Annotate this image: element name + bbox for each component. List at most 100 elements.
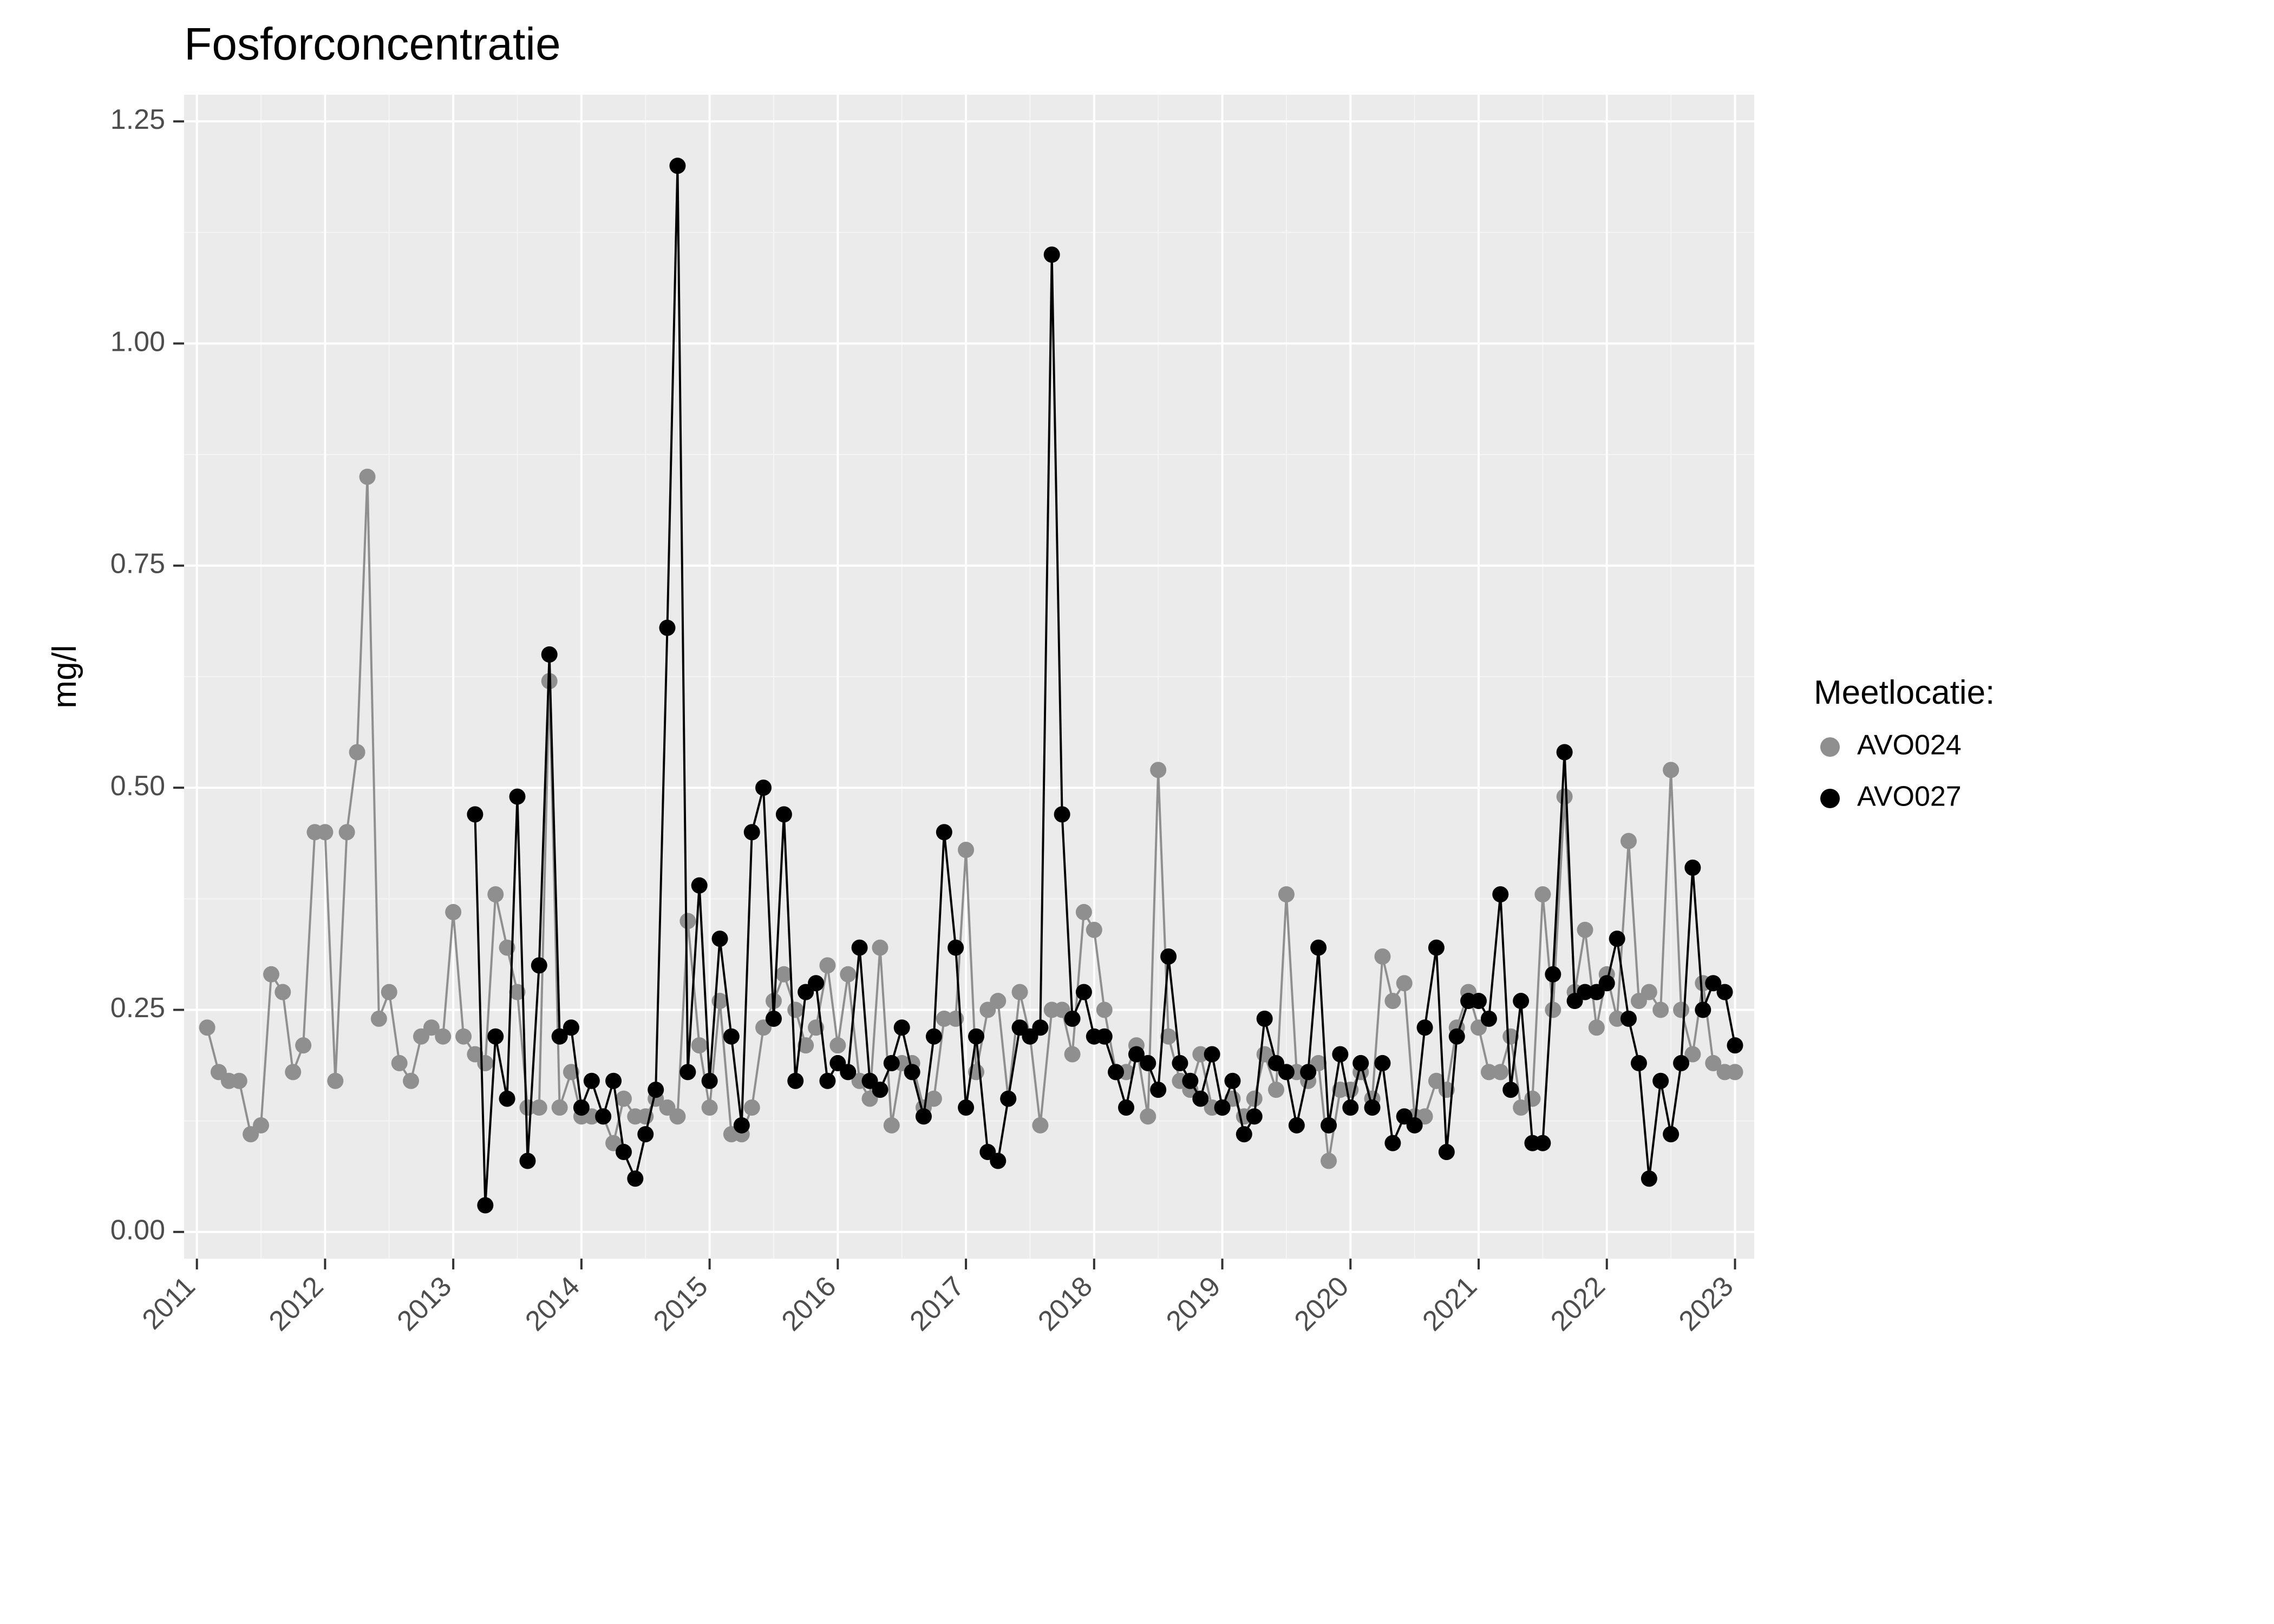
y-tick-label: 1.25 (110, 104, 165, 135)
x-tick-label: 2016 (776, 1271, 842, 1337)
series-point-AVO027 (766, 1011, 782, 1027)
series-point-AVO024 (829, 1037, 846, 1053)
series-point-AVO027 (1641, 1170, 1657, 1187)
series-point-AVO027 (477, 1197, 493, 1214)
series-point-AVO024 (477, 1055, 493, 1071)
series-point-AVO024 (669, 1108, 685, 1124)
series-point-AVO024 (295, 1037, 311, 1053)
series-point-AVO024 (1140, 1108, 1156, 1124)
series-point-AVO024 (391, 1055, 408, 1071)
series-point-AVO024 (1534, 886, 1551, 902)
series-point-AVO024 (884, 1117, 900, 1134)
series-point-AVO027 (1717, 984, 1733, 1000)
chart-container: 0.000.250.500.751.001.252011201220132014… (0, 0, 2274, 1624)
series-point-AVO027 (605, 1073, 622, 1089)
series-point-AVO027 (926, 1029, 942, 1045)
series-point-AVO024 (1396, 975, 1413, 991)
series-point-AVO024 (1545, 1001, 1561, 1018)
series-point-AVO024 (1589, 1019, 1605, 1036)
series-point-AVO024 (381, 984, 397, 1000)
series-point-AVO024 (360, 469, 376, 485)
series-point-AVO027 (894, 1019, 910, 1036)
series-point-AVO027 (958, 1099, 974, 1116)
series-point-AVO024 (1321, 1152, 1337, 1169)
series-point-AVO024 (702, 1099, 718, 1116)
series-point-AVO027 (755, 780, 772, 796)
series-point-AVO024 (744, 1099, 760, 1116)
series-point-AVO024 (1032, 1117, 1048, 1134)
series-point-AVO027 (1118, 1099, 1134, 1116)
x-tick-label: 2023 (1673, 1271, 1740, 1337)
series-point-AVO024 (840, 966, 856, 983)
series-point-AVO027 (1214, 1099, 1231, 1116)
chart-svg: 0.000.250.500.751.001.252011201220132014… (0, 0, 2274, 1624)
series-point-AVO027 (1599, 975, 1615, 991)
series-point-AVO024 (275, 984, 291, 1000)
series-point-AVO027 (1321, 1117, 1337, 1134)
series-point-AVO027 (487, 1029, 504, 1045)
series-point-AVO027 (1064, 1011, 1081, 1027)
series-point-AVO024 (1492, 1064, 1508, 1080)
series-point-AVO027 (1502, 1082, 1519, 1098)
y-tick-label: 0.00 (110, 1214, 165, 1246)
series-point-AVO027 (1513, 993, 1529, 1009)
series-point-AVO024 (349, 744, 365, 761)
series-point-AVO024 (1641, 984, 1657, 1000)
series-point-AVO027 (1428, 940, 1445, 956)
series-point-AVO024 (616, 1091, 632, 1107)
series-point-AVO024 (445, 904, 461, 920)
series-point-AVO027 (1246, 1108, 1263, 1124)
series-point-AVO027 (1044, 246, 1060, 263)
series-point-AVO027 (1631, 1055, 1647, 1071)
series-point-AVO027 (1492, 886, 1508, 902)
series-point-AVO024 (199, 1019, 215, 1036)
series-point-AVO027 (734, 1117, 750, 1134)
series-point-AVO027 (1096, 1029, 1113, 1045)
series-point-AVO027 (916, 1108, 932, 1124)
series-point-AVO024 (253, 1117, 269, 1134)
series-point-AVO024 (872, 940, 888, 956)
series-point-AVO027 (584, 1073, 600, 1089)
series-point-AVO027 (1407, 1117, 1423, 1134)
series-point-AVO027 (1352, 1055, 1369, 1071)
series-point-AVO027 (573, 1099, 590, 1116)
series-point-AVO027 (1342, 1099, 1358, 1116)
series-point-AVO027 (467, 806, 483, 822)
x-tick-label: 2012 (263, 1271, 330, 1337)
series-point-AVO027 (679, 1064, 696, 1080)
series-point-AVO027 (509, 789, 526, 805)
series-point-AVO024 (1524, 1091, 1540, 1107)
series-point-AVO027 (669, 158, 685, 174)
x-tick-label: 2014 (519, 1271, 586, 1337)
series-point-AVO027 (627, 1170, 643, 1187)
series-point-AVO027 (1032, 1019, 1048, 1036)
series-point-AVO024 (317, 824, 333, 840)
series-point-AVO027 (691, 878, 708, 894)
series-point-AVO027 (499, 1091, 515, 1107)
series-point-AVO027 (819, 1073, 835, 1089)
series-point-AVO027 (1727, 1037, 1743, 1053)
x-tick-label: 2019 (1160, 1271, 1227, 1337)
series-point-AVO027 (1673, 1055, 1689, 1071)
series-point-AVO027 (1364, 1099, 1381, 1116)
series-point-AVO024 (1076, 904, 1092, 920)
series-point-AVO027 (1439, 1144, 1455, 1160)
series-point-AVO027 (776, 806, 792, 822)
series-point-AVO027 (1224, 1073, 1240, 1089)
series-point-AVO027 (990, 1152, 1006, 1169)
series-point-AVO024 (285, 1064, 301, 1080)
series-point-AVO024 (958, 842, 974, 858)
series-point-AVO027 (1695, 1001, 1711, 1018)
series-point-AVO024 (1384, 993, 1401, 1009)
series-point-AVO027 (1108, 1064, 1124, 1080)
series-point-AVO027 (1182, 1073, 1198, 1089)
series-point-AVO024 (1064, 1046, 1081, 1063)
series-point-AVO027 (1054, 806, 1070, 822)
series-point-AVO027 (1557, 744, 1573, 761)
series-point-AVO027 (1545, 966, 1561, 983)
series-point-AVO027 (1384, 1135, 1401, 1151)
series-point-AVO024 (487, 886, 504, 902)
series-point-AVO024 (403, 1073, 419, 1089)
series-point-AVO024 (1673, 1001, 1689, 1018)
series-point-AVO024 (327, 1073, 343, 1089)
